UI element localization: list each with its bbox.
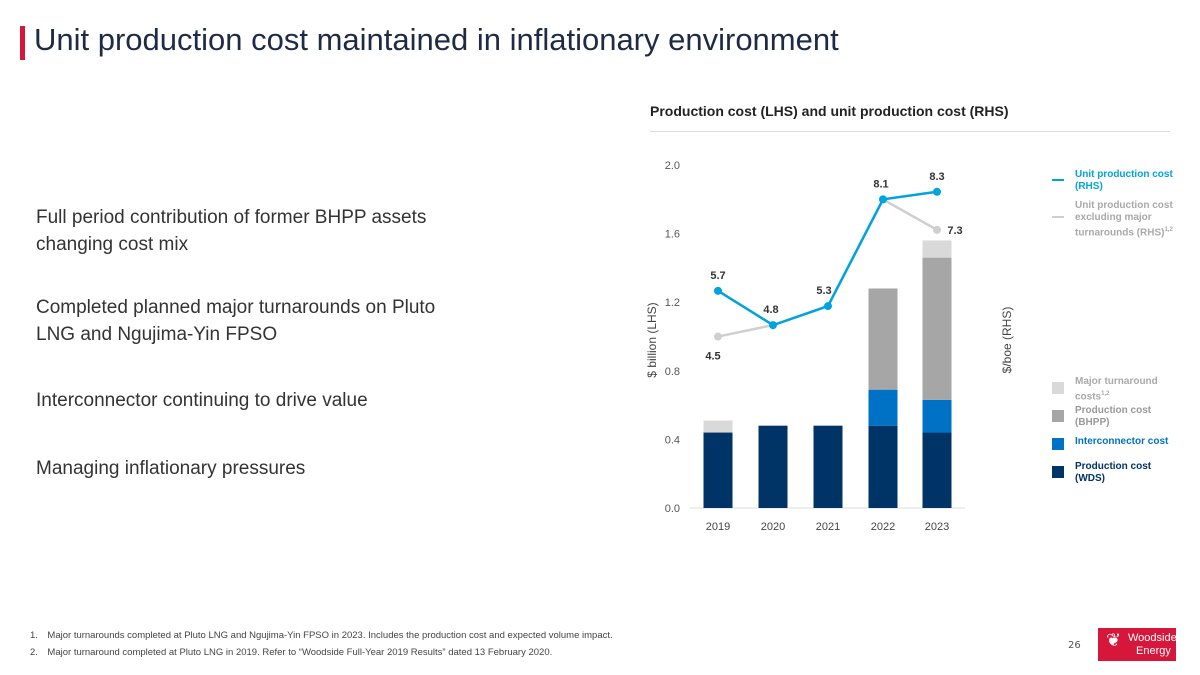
bar-2019-0 <box>703 432 733 508</box>
bar-2019-3 <box>703 420 733 433</box>
footnote-1: 1. Major turnarounds completed at Pluto … <box>30 630 613 641</box>
x-tick-label: 2019 <box>706 521 730 533</box>
y-tick-label: 1.6 <box>665 229 680 241</box>
legend-wds-swatch <box>1052 466 1064 478</box>
data-label: 5.7 <box>710 270 725 282</box>
data-label: 4.5 <box>705 351 720 363</box>
legend-sup: 1,2 <box>1164 227 1173 233</box>
legend-bhpp: Production cost (BHPP) <box>1075 405 1152 428</box>
bullet-4: Managing inflationary pressures <box>36 458 306 479</box>
y2-axis-label: $/boe (RHS) <box>1000 307 1014 374</box>
logo-mark-icon: ❦ <box>1106 630 1122 650</box>
chart-title: Production cost (LHS) and unit productio… <box>650 103 1009 119</box>
bar-2022-2 <box>868 288 898 390</box>
legend-turnaround: Major turnaround costs1,2 <box>1075 376 1175 403</box>
page-number: 26 <box>1068 640 1081 651</box>
legend-interconnector-swatch <box>1052 438 1064 450</box>
data-label: 7.3 <box>947 225 962 237</box>
legend-sup: 1,2 <box>1101 391 1110 397</box>
legend-text: Major turnaround costs <box>1075 376 1158 403</box>
line-point-0 <box>879 195 887 204</box>
line-point-0 <box>824 302 832 311</box>
logo-text-2: Energy <box>1136 645 1171 657</box>
y-axis-label: $ billion (LHS) <box>645 302 659 377</box>
line-point-0 <box>933 187 941 196</box>
bar-2020-0 <box>758 425 788 508</box>
bullet-2: Completed planned major turnarounds on P… <box>36 297 436 345</box>
legend-text: Unit production cost excluding major tur… <box>1075 200 1173 239</box>
y-tick-label: 1.2 <box>665 297 680 309</box>
y-tick-label: 2.0 <box>665 160 680 172</box>
woodside-logo: ❦ Woodside Energy <box>1098 628 1177 661</box>
bar-2023-2 <box>922 257 952 400</box>
legend-wds: Production cost (WDS) <box>1075 461 1152 484</box>
x-tick-label: 2022 <box>871 521 895 533</box>
footnote-2: 2. Major turnaround completed at Pluto L… <box>30 647 553 658</box>
data-label: 4.8 <box>763 304 778 316</box>
bar-2022-0 <box>868 425 898 508</box>
y-tick-label: 0.4 <box>665 434 680 446</box>
bar-2023-3 <box>922 240 952 258</box>
line-point-1 <box>714 332 722 341</box>
title-accent-bar <box>20 26 25 60</box>
legend-bhpp-swatch <box>1052 410 1064 422</box>
data-label: 8.1 <box>873 178 888 190</box>
y-tick-label: 0.8 <box>665 366 680 378</box>
data-label: 5.3 <box>816 285 831 297</box>
legend-unit-cost: Unit production cost (RHS) <box>1075 169 1173 192</box>
bullet-3: Interconnector continuing to drive value <box>36 390 368 411</box>
bar-2023-1 <box>922 399 952 433</box>
x-tick-label: 2023 <box>925 521 949 533</box>
x-tick-label: 2020 <box>761 521 785 533</box>
data-label: 8.3 <box>929 171 944 183</box>
line-point-1 <box>933 225 941 234</box>
legend-unit-cost-excl: Unit production cost excluding major tur… <box>1075 200 1190 239</box>
bullet-1: Full period contribution of former BHPP … <box>36 207 427 255</box>
logo-text-1: Woodside <box>1128 632 1177 644</box>
legend-unit-cost-swatch <box>1052 179 1064 181</box>
bar-2023-0 <box>922 432 952 508</box>
x-tick-label: 2021 <box>816 521 840 533</box>
line-series-1 <box>717 197 938 338</box>
line-point-0 <box>769 321 777 330</box>
bar-2021-0 <box>813 425 843 508</box>
chart-divider <box>650 131 1170 132</box>
legend-unit-cost-excl-swatch <box>1052 216 1064 218</box>
page-title: Unit production cost maintained in infla… <box>34 22 839 57</box>
y-tick-label: 0.0 <box>665 503 680 515</box>
line-point-0 <box>714 286 722 295</box>
bar-2022-1 <box>868 389 898 426</box>
legend-interconnector: Interconnector cost <box>1075 436 1169 447</box>
legend-turnaround-swatch <box>1052 382 1064 394</box>
